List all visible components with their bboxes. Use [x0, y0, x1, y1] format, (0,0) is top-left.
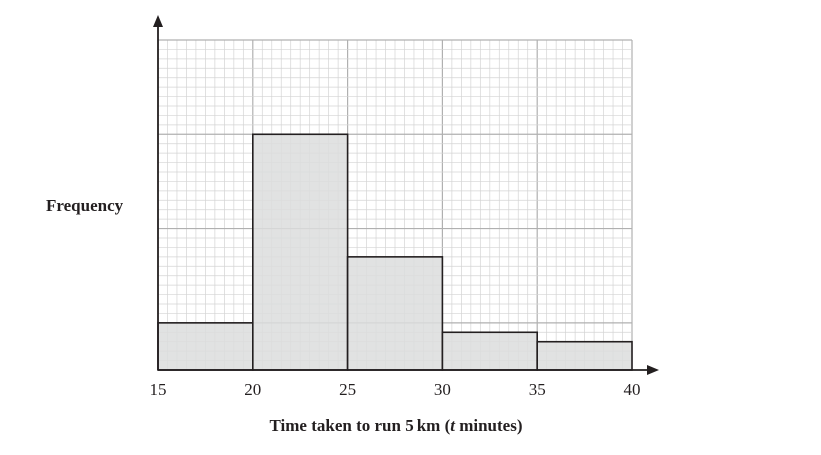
x-tick-label-20: 20 — [244, 380, 261, 399]
histogram-bar-5 — [536, 340, 633, 371]
x-tick-labels: 15 20 25 30 35 40 — [150, 380, 641, 399]
y-axis-title: Frequency — [46, 196, 124, 215]
x-axis-title-part-4: minutes) — [455, 416, 523, 435]
histogram-bar-1 — [157, 322, 254, 371]
x-tick-label-30: 30 — [434, 380, 451, 399]
x-tick-label-25: 25 — [339, 380, 356, 399]
histogram-bars — [157, 133, 633, 371]
x-axis-title-part-2: km ( — [417, 416, 451, 435]
histogram-bar-4 — [441, 331, 538, 371]
x-tick-label-15: 15 — [150, 380, 167, 399]
y-axis-arrow — [153, 15, 163, 27]
axes — [153, 15, 659, 375]
x-tick-label-35: 35 — [529, 380, 546, 399]
x-axis-title-variable: t — [450, 416, 456, 435]
x-axis-arrow — [647, 365, 659, 375]
x-tick-label-40: 40 — [624, 380, 641, 399]
histogram-bar-2 — [252, 133, 349, 371]
histogram-bar-3 — [346, 256, 444, 371]
x-axis-title-part-1: Time taken to run 5 — [270, 416, 414, 435]
x-axis-title: Time taken to run 5 km (t minutes) — [270, 416, 523, 435]
